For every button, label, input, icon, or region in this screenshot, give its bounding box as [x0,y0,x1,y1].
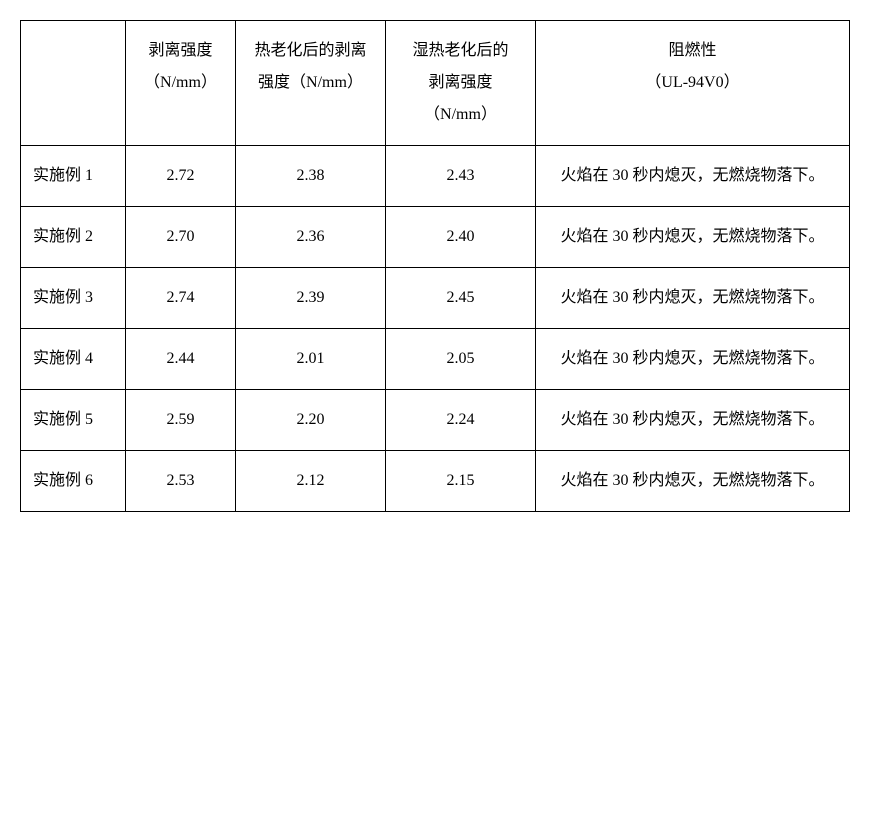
cell-thermal: 2.36 [236,207,386,268]
cell-flame: 火焰在 30 秒内熄灭，无燃烧物落下。 [536,451,850,512]
row-name: 实施例 5 [21,390,126,451]
results-table: 剥离强度 （N/mm） 热老化后的剥离 强度（N/mm） 湿热老化后的 剥离强度… [20,20,850,512]
header-text: 剥离强度 [134,35,227,67]
cell-peel: 2.72 [126,146,236,207]
header-text: 阻燃性 [544,35,841,67]
header-thermal-aging: 热老化后的剥离 强度（N/mm） [236,21,386,146]
header-humid-aging: 湿热老化后的 剥离强度 （N/mm） [386,21,536,146]
header-text: 热老化后的剥离 [244,35,377,67]
table-row: 实施例 1 2.72 2.38 2.43 火焰在 30 秒内熄灭，无燃烧物落下。 [21,146,850,207]
cell-humid: 2.05 [386,329,536,390]
table-row: 实施例 5 2.59 2.20 2.24 火焰在 30 秒内熄灭，无燃烧物落下。 [21,390,850,451]
header-text: 剥离强度 [394,67,527,99]
cell-thermal: 2.38 [236,146,386,207]
cell-humid: 2.15 [386,451,536,512]
header-text: （N/mm） [134,67,227,99]
table-row: 实施例 6 2.53 2.12 2.15 火焰在 30 秒内熄灭，无燃烧物落下。 [21,451,850,512]
row-name: 实施例 4 [21,329,126,390]
header-flame-retardancy: 阻燃性 （UL-94V0） [536,21,850,146]
header-peel-strength: 剥离强度 （N/mm） [126,21,236,146]
cell-humid: 2.45 [386,268,536,329]
table-row: 实施例 2 2.70 2.36 2.40 火焰在 30 秒内熄灭，无燃烧物落下。 [21,207,850,268]
cell-peel: 2.59 [126,390,236,451]
cell-flame: 火焰在 30 秒内熄灭，无燃烧物落下。 [536,268,850,329]
table-row: 实施例 3 2.74 2.39 2.45 火焰在 30 秒内熄灭，无燃烧物落下。 [21,268,850,329]
cell-flame: 火焰在 30 秒内熄灭，无燃烧物落下。 [536,329,850,390]
cell-flame: 火焰在 30 秒内熄灭，无燃烧物落下。 [536,390,850,451]
cell-peel: 2.44 [126,329,236,390]
row-name: 实施例 6 [21,451,126,512]
row-name: 实施例 1 [21,146,126,207]
row-name: 实施例 3 [21,268,126,329]
cell-thermal: 2.12 [236,451,386,512]
header-text: （UL-94V0） [544,67,841,99]
cell-thermal: 2.39 [236,268,386,329]
cell-flame: 火焰在 30 秒内熄灭，无燃烧物落下。 [536,146,850,207]
row-name: 实施例 2 [21,207,126,268]
header-blank [21,21,126,146]
cell-humid: 2.40 [386,207,536,268]
header-text: （N/mm） [394,99,527,131]
cell-peel: 2.70 [126,207,236,268]
cell-flame: 火焰在 30 秒内熄灭，无燃烧物落下。 [536,207,850,268]
header-text: 强度（N/mm） [244,67,377,99]
table-row: 实施例 4 2.44 2.01 2.05 火焰在 30 秒内熄灭，无燃烧物落下。 [21,329,850,390]
cell-peel: 2.53 [126,451,236,512]
table-header-row: 剥离强度 （N/mm） 热老化后的剥离 强度（N/mm） 湿热老化后的 剥离强度… [21,21,850,146]
cell-thermal: 2.20 [236,390,386,451]
header-text: 湿热老化后的 [394,35,527,67]
cell-thermal: 2.01 [236,329,386,390]
cell-peel: 2.74 [126,268,236,329]
cell-humid: 2.24 [386,390,536,451]
cell-humid: 2.43 [386,146,536,207]
